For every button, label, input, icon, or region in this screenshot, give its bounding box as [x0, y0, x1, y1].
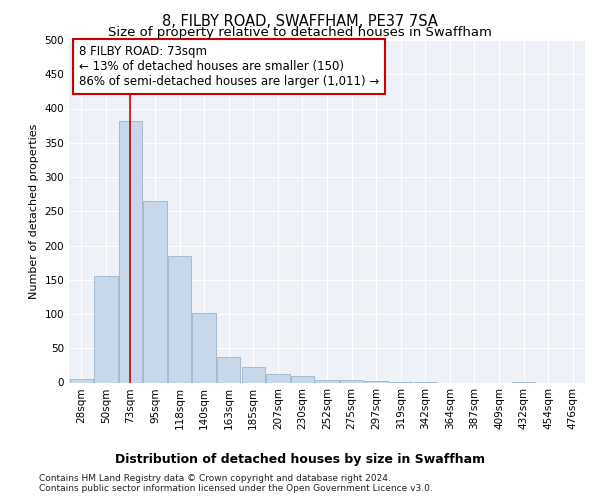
Text: 8 FILBY ROAD: 73sqm
← 13% of detached houses are smaller (150)
86% of semi-detac: 8 FILBY ROAD: 73sqm ← 13% of detached ho…: [79, 45, 380, 88]
Text: Size of property relative to detached houses in Swaffham: Size of property relative to detached ho…: [108, 26, 492, 39]
Bar: [193, 312, 216, 382]
Bar: [94, 276, 118, 382]
Bar: [242, 368, 265, 382]
Bar: [266, 374, 290, 382]
Bar: [70, 379, 93, 382]
Bar: [119, 121, 142, 382]
Bar: [217, 357, 241, 382]
Y-axis label: Number of detached properties: Number of detached properties: [29, 124, 39, 299]
Bar: [364, 381, 388, 382]
Text: Contains HM Land Registry data © Crown copyright and database right 2024.: Contains HM Land Registry data © Crown c…: [39, 474, 391, 483]
Bar: [168, 256, 191, 382]
Text: Contains public sector information licensed under the Open Government Licence v3: Contains public sector information licen…: [39, 484, 433, 493]
Bar: [340, 380, 363, 382]
Bar: [143, 201, 167, 382]
Text: Distribution of detached houses by size in Swaffham: Distribution of detached houses by size …: [115, 452, 485, 466]
Bar: [291, 376, 314, 382]
Text: 8, FILBY ROAD, SWAFFHAM, PE37 7SA: 8, FILBY ROAD, SWAFFHAM, PE37 7SA: [162, 14, 438, 29]
Bar: [316, 380, 338, 382]
